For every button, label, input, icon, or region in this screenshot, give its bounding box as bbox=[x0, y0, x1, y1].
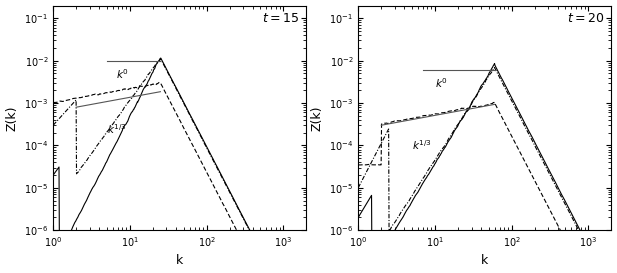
Text: $t = 15$: $t = 15$ bbox=[262, 12, 299, 25]
Text: $t = 20$: $t = 20$ bbox=[566, 12, 604, 25]
Text: $k^{1/3}$: $k^{1/3}$ bbox=[107, 122, 126, 136]
Y-axis label: Z(k): Z(k) bbox=[310, 105, 323, 131]
Y-axis label: Z(k): Z(k) bbox=[6, 105, 19, 131]
Text: $k^0$: $k^0$ bbox=[115, 67, 128, 81]
X-axis label: k: k bbox=[481, 254, 489, 268]
Text: $k^0$: $k^0$ bbox=[435, 77, 448, 90]
Text: $k^{1/3}$: $k^{1/3}$ bbox=[412, 138, 432, 152]
X-axis label: k: k bbox=[176, 254, 183, 268]
